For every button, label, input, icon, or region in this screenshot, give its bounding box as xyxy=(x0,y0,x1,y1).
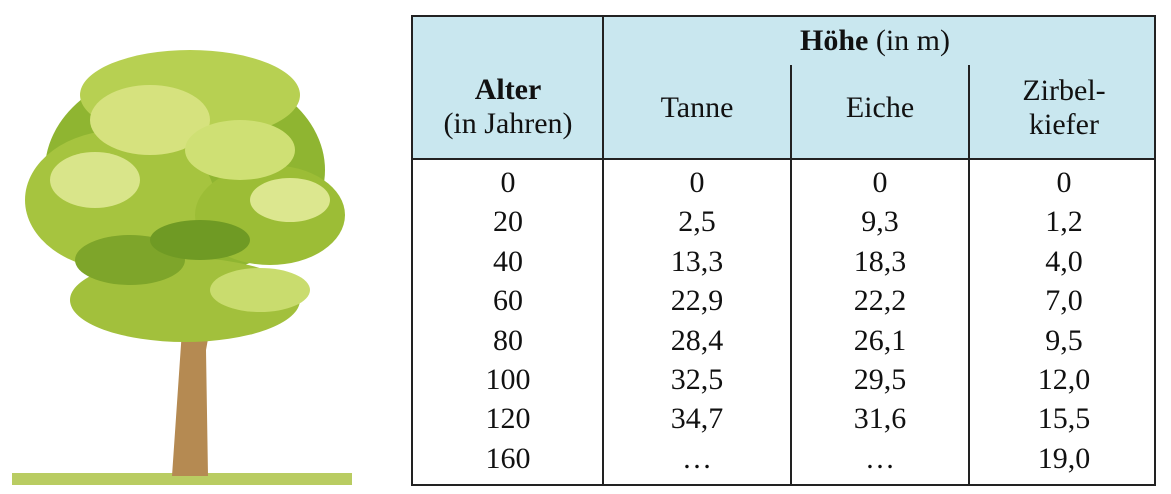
column-divider xyxy=(602,17,604,486)
table-cell: 80 xyxy=(493,323,523,357)
cell-text: Alter xyxy=(474,73,542,106)
table-cell: 0 xyxy=(689,166,705,199)
table-cell: 40 xyxy=(493,244,523,278)
table-cell: 9,5 xyxy=(1045,323,1083,357)
table-cell: 22,9 xyxy=(670,284,724,318)
table-cell: 13,3 xyxy=(670,244,724,278)
table-cell: 34,7 xyxy=(670,402,724,436)
table-cell: 9,3 xyxy=(861,205,899,239)
table-header xyxy=(413,17,1154,160)
tree-illustration xyxy=(12,50,352,485)
table-cell: 100 xyxy=(485,363,531,396)
table-cell: 12,0 xyxy=(1037,363,1091,396)
table-cell: 19,0 xyxy=(1037,441,1091,475)
cell-text: (in Jahren) xyxy=(443,107,573,140)
table-cell: 0 xyxy=(500,166,516,199)
height-header: Höhe (in m) xyxy=(800,24,950,58)
table-cell: 160 xyxy=(485,441,531,475)
ground xyxy=(12,473,352,485)
column-header: Zirbel-kiefer xyxy=(1022,74,1105,142)
table-cell: 15,5 xyxy=(1037,402,1091,436)
cell-text: (in m) xyxy=(875,24,950,57)
table-cell: 120 xyxy=(485,402,531,436)
table-cell: 22,2 xyxy=(853,284,907,318)
column-header: Eiche xyxy=(846,91,914,125)
cell-text: Eiche xyxy=(845,91,915,124)
cell-text: Zirbel- xyxy=(1022,74,1106,107)
table-cell: 28,4 xyxy=(670,323,724,357)
table-cell: 29,5 xyxy=(853,363,907,396)
table-cell: 31,6 xyxy=(853,402,907,436)
table-cell: 20 xyxy=(493,205,523,239)
cell-text: Höhe xyxy=(800,24,869,57)
table-cell: 1,2 xyxy=(1045,205,1083,239)
column-header: Tanne xyxy=(661,91,734,125)
column-divider xyxy=(968,65,970,486)
table-cell: 2,5 xyxy=(678,205,716,239)
table-cell: 4,0 xyxy=(1045,244,1083,278)
height-table: Alter (in Jahren) Höhe (in m) Tanne Eiche Zir… xyxy=(411,15,1156,486)
canopy xyxy=(25,50,345,342)
column-divider xyxy=(790,65,792,486)
table-cell: … xyxy=(682,441,712,475)
age-header: Alter (in Jahren) xyxy=(443,73,572,141)
cell-text: kiefer xyxy=(1029,108,1099,141)
table-cell: 7,0 xyxy=(1045,284,1083,318)
table-cell: 0 xyxy=(872,166,888,199)
table-cell: 18,3 xyxy=(853,244,907,278)
table-cell: 26,1 xyxy=(853,323,907,357)
table-cell: … xyxy=(865,441,895,475)
table-cell: 32,5 xyxy=(670,363,724,396)
cell-text: Tanne xyxy=(660,91,734,124)
table-cell: 0 xyxy=(1056,166,1072,199)
table-cell: 60 xyxy=(493,284,523,318)
